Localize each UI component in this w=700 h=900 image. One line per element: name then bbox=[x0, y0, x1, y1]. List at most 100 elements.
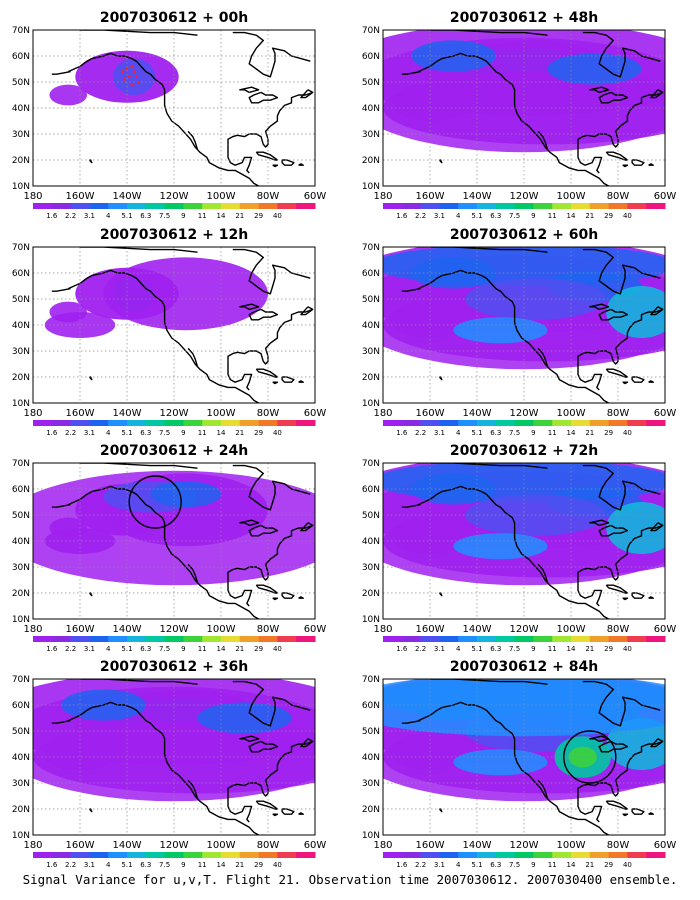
colorbar-segment bbox=[108, 636, 128, 642]
colorbar-label: 9 bbox=[181, 429, 185, 437]
colorbar-label: 14 bbox=[567, 429, 576, 437]
colorbar-label: 6.3 bbox=[140, 212, 151, 220]
latitude-label: 70N bbox=[362, 243, 380, 253]
longitude-label: 180 bbox=[23, 408, 42, 419]
longitude-label: 180 bbox=[373, 408, 392, 419]
colorbar-label: 40 bbox=[623, 861, 632, 869]
colorbar-label: 2.2 bbox=[65, 429, 76, 437]
variance-field bbox=[44, 247, 314, 403]
colorbar-label: 5.1 bbox=[471, 861, 482, 869]
colorbar-segment bbox=[202, 203, 222, 209]
colorbar-segment bbox=[258, 203, 278, 209]
colorbar-segment bbox=[552, 420, 572, 426]
coastline-path bbox=[650, 89, 664, 99]
colorbar-label: 21 bbox=[585, 645, 594, 653]
colorbar-segment bbox=[420, 420, 440, 426]
colorbar-label: 14 bbox=[217, 212, 226, 220]
coastline-path bbox=[605, 368, 629, 378]
coastline-path bbox=[631, 159, 645, 166]
colorbar-label: 1.6 bbox=[46, 429, 58, 437]
colorbar-label: 21 bbox=[235, 212, 244, 220]
colorbar-label: 1.6 bbox=[46, 645, 58, 653]
colorbar-segment bbox=[33, 852, 53, 858]
latitude-label: 70N bbox=[12, 243, 30, 253]
latitude-label: 40N bbox=[12, 321, 30, 331]
variance-blob bbox=[453, 749, 548, 776]
longitude-label: 120W bbox=[160, 840, 189, 851]
variance-blob bbox=[150, 481, 221, 508]
colorbar-label: 4 bbox=[456, 429, 461, 437]
longitude-label: 180 bbox=[373, 840, 392, 851]
colorbar-label: 9 bbox=[181, 861, 185, 869]
colorbar-label: 29 bbox=[604, 645, 613, 653]
colorbar-label: 4 bbox=[106, 645, 111, 653]
colorbar-label: 7.5 bbox=[159, 861, 170, 869]
longitude-label: 140W bbox=[463, 624, 492, 635]
colorbar-segment bbox=[552, 203, 572, 209]
colorbar-segment bbox=[571, 420, 591, 426]
coastline-path bbox=[430, 30, 548, 36]
colorbar-label: 9 bbox=[531, 861, 535, 869]
latitude-label: 60N bbox=[12, 52, 30, 62]
coastline-path bbox=[68, 52, 259, 186]
latitude-label: 20N bbox=[12, 805, 30, 815]
colorbar-label: 2.2 bbox=[415, 212, 426, 220]
colorbar-segment bbox=[183, 636, 203, 642]
colorbar-label: 29 bbox=[254, 212, 263, 220]
coastline-path bbox=[605, 800, 629, 810]
coastline-path bbox=[650, 738, 664, 748]
colorbar-label: 29 bbox=[604, 212, 613, 220]
colorbar-segment bbox=[239, 636, 260, 642]
longitude-label: 60W bbox=[304, 408, 327, 419]
colorbar-segment bbox=[258, 852, 278, 858]
longitude-label: 140W bbox=[113, 408, 142, 419]
colorbar-segment bbox=[458, 420, 478, 426]
panel-title: 2007030612 + 72h bbox=[450, 443, 598, 459]
coastline-path bbox=[232, 680, 311, 727]
colorbar-segment bbox=[477, 852, 497, 858]
colorbar-segment bbox=[221, 852, 241, 858]
variance-field bbox=[383, 30, 665, 186]
longitude-label: 160W bbox=[416, 624, 445, 635]
coastline-path bbox=[582, 31, 661, 78]
variance-blob bbox=[606, 502, 665, 554]
colorbar-segment bbox=[646, 420, 666, 426]
latitude-label: 50N bbox=[362, 295, 380, 305]
longitude-label: 160W bbox=[66, 191, 95, 202]
colorbar-label: 29 bbox=[254, 645, 263, 653]
map-frame bbox=[32, 29, 316, 187]
colorbar-label: 7.5 bbox=[159, 645, 170, 653]
colorbar-label: 11 bbox=[548, 645, 557, 653]
coastline-path bbox=[598, 524, 629, 537]
latitude-label: 20N bbox=[362, 805, 380, 815]
colorbar: 1.6 2.2 3.1 4 5.1 6.3 7.5 9 11 14 21 29 40 bbox=[383, 636, 666, 653]
latitude-label: 30N bbox=[12, 779, 30, 789]
longitude-label: 120W bbox=[510, 840, 539, 851]
colorbar-segment bbox=[439, 852, 459, 858]
coastline-path bbox=[605, 584, 629, 594]
latitude-label: 70N bbox=[12, 459, 30, 469]
colorbar-segment bbox=[145, 636, 166, 642]
colorbar-segment bbox=[277, 636, 297, 642]
colorbar-segment bbox=[439, 203, 459, 209]
colorbar-segment bbox=[627, 203, 647, 209]
coastline-path bbox=[622, 597, 629, 601]
colorbar-label: 21 bbox=[235, 645, 244, 653]
latitude-label: 30N bbox=[362, 347, 380, 357]
longitude-label: 120W bbox=[510, 624, 539, 635]
map-frame bbox=[32, 462, 316, 620]
colorbar-segment bbox=[70, 203, 90, 209]
coastline-path bbox=[272, 597, 279, 601]
map-panel: 2007030612 + 36h 70N 60N 50N 40N 30N 20N 10N180… bbox=[12, 659, 327, 869]
coastline bbox=[51, 679, 314, 835]
longitude-label: 140W bbox=[463, 840, 492, 851]
longitude-label: 80W bbox=[607, 191, 630, 202]
coastline-path bbox=[577, 144, 603, 174]
map-panel: 2007030612 + 84h 70N 60N 50N 40N 30N 20N 10N180… bbox=[362, 659, 677, 869]
colorbar-segment bbox=[108, 852, 128, 858]
colorbar: 1.6 2.2 3.1 4 5.1 6.3 7.5 9 11 14 21 29 40 bbox=[33, 203, 316, 220]
colorbar: 1.6 2.2 3.1 4 5.1 6.3 7.5 9 11 14 21 29 40 bbox=[383, 420, 666, 437]
colorbar-segment bbox=[296, 203, 316, 209]
colorbar-segment bbox=[51, 420, 72, 426]
colorbar-segment bbox=[108, 420, 128, 426]
